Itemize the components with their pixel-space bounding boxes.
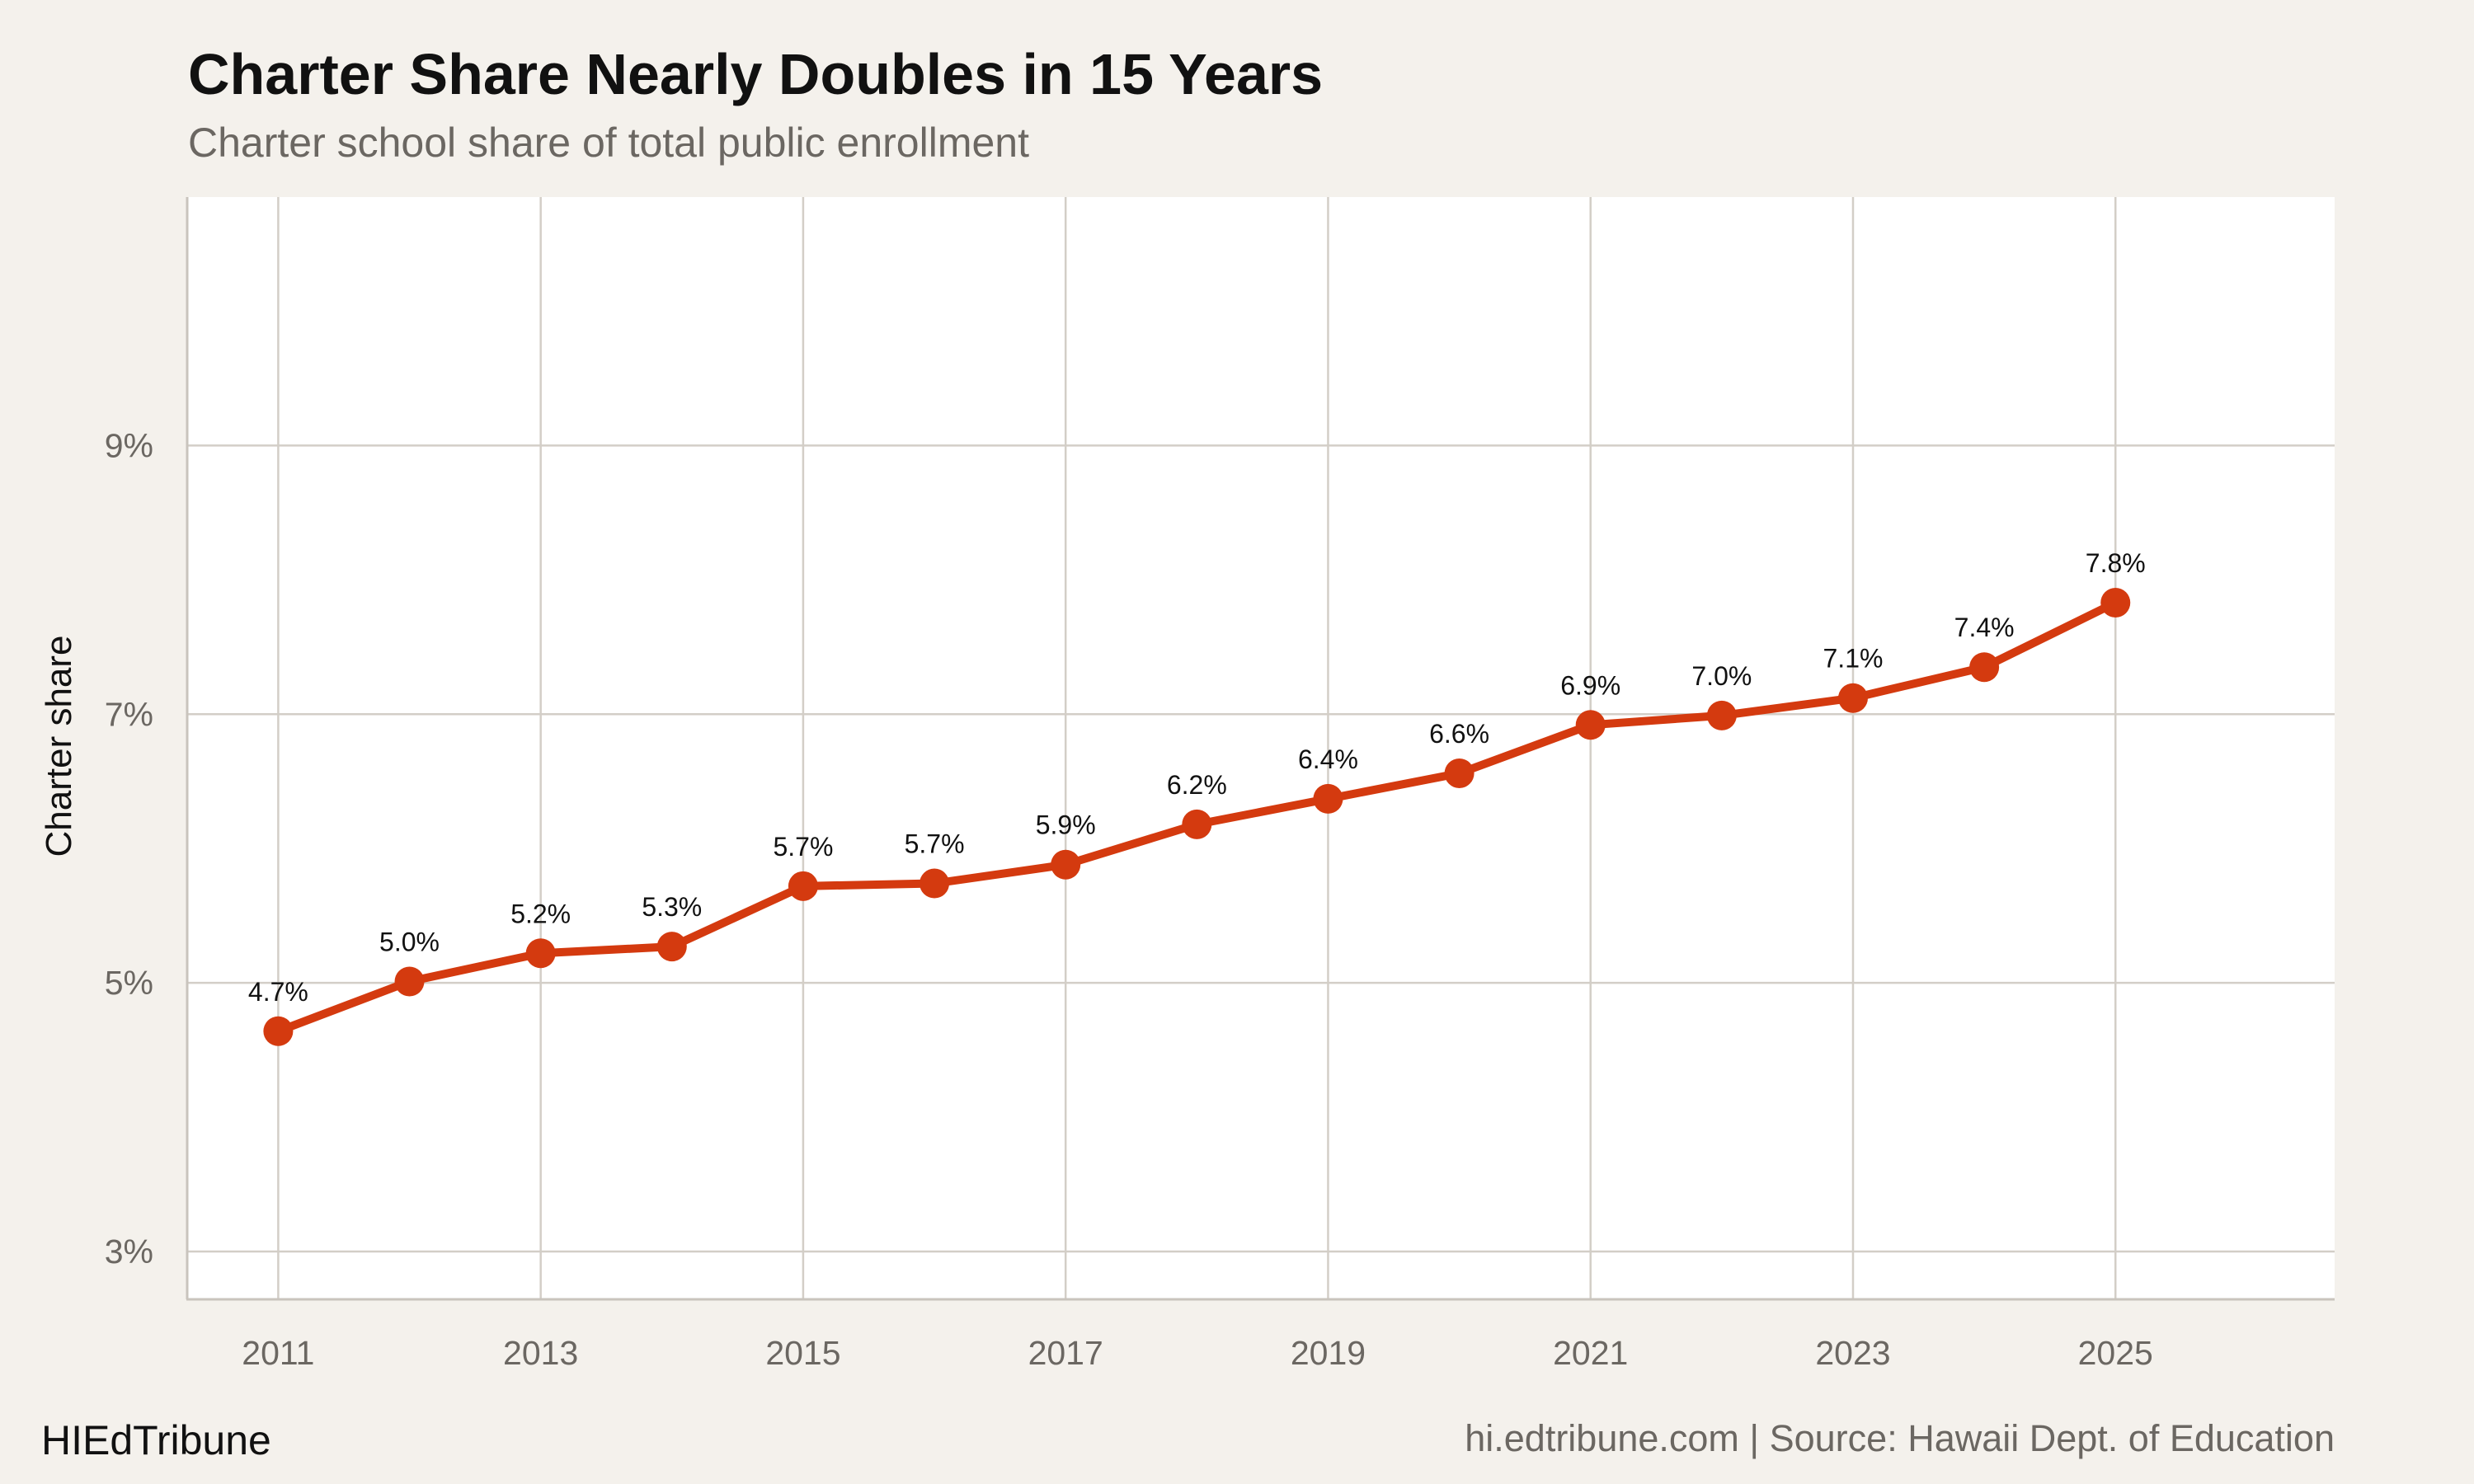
- data-label: 7.8%: [2086, 548, 2146, 578]
- data-point: [525, 938, 556, 969]
- data-point: [263, 1016, 294, 1046]
- x-tick-label: 2019: [1291, 1334, 1366, 1372]
- data-label: 7.1%: [1823, 644, 1884, 674]
- x-tick-label: 2017: [1028, 1334, 1103, 1372]
- data-label: 5.9%: [1036, 810, 1096, 840]
- data-label: 7.0%: [1691, 661, 1752, 691]
- data-point: [920, 868, 950, 899]
- source-note: hi.edtribune.com | Source: Hawaii Dept. …: [1465, 1417, 2335, 1459]
- y-tick-label: 7%: [105, 695, 153, 733]
- data-point: [394, 966, 425, 997]
- data-label: 6.6%: [1429, 719, 1489, 749]
- data-label: 6.9%: [1560, 670, 1620, 700]
- x-tick-label: 2023: [1815, 1334, 1890, 1372]
- data-point: [656, 932, 687, 962]
- y-tick-label: 5%: [105, 964, 153, 1002]
- data-label: 5.2%: [510, 899, 571, 928]
- chart-subtitle: Charter school share of total public enr…: [188, 120, 1029, 166]
- x-tick-label: 2025: [2078, 1334, 2153, 1372]
- tick-labels: 3% 5% 7% 9% 2011 2013 2015 2017 2019 2021 2023 2025: [105, 426, 2153, 1372]
- brand-logo: HIEdTribune: [41, 1417, 271, 1463]
- data-label: 6.2%: [1167, 770, 1227, 800]
- y-tick-label: 9%: [105, 426, 153, 464]
- data-point: [1051, 849, 1081, 880]
- data-point: [1182, 809, 1212, 839]
- y-axis-title: Charter share: [39, 635, 79, 857]
- data-point: [1313, 783, 1343, 814]
- x-tick-label: 2021: [1553, 1334, 1628, 1372]
- data-point: [788, 871, 818, 901]
- y-tick-label: 3%: [105, 1233, 153, 1270]
- data-point: [1575, 710, 1606, 740]
- data-point: [1706, 700, 1737, 730]
- series-line-group: 4.7% 5.0% 5.2% 5.3% 5.7% 5.7% 5.9% 6.2% 6.4% 6.6%…: [248, 548, 2146, 1046]
- data-label: 7.4%: [1954, 613, 2015, 642]
- data-point: [1837, 683, 1868, 713]
- chart-title: Charter Share Nearly Doubles in 15 Years: [188, 42, 1323, 106]
- data-label: 5.7%: [905, 829, 965, 859]
- x-tick-label: 2011: [242, 1334, 314, 1372]
- data-label: 5.3%: [642, 892, 702, 922]
- data-label: 4.7%: [248, 977, 308, 1007]
- data-label: 5.0%: [379, 927, 440, 956]
- x-tick-label: 2013: [503, 1334, 578, 1372]
- x-tick-label: 2015: [765, 1334, 840, 1372]
- data-point: [1444, 758, 1475, 788]
- data-label: 6.4%: [1298, 744, 1358, 774]
- gridlines: [186, 197, 2335, 1298]
- data-label: 5.7%: [773, 832, 833, 862]
- data-point: [1969, 652, 2000, 683]
- data-point: [2100, 588, 2131, 618]
- plot-panel: [186, 197, 2335, 1298]
